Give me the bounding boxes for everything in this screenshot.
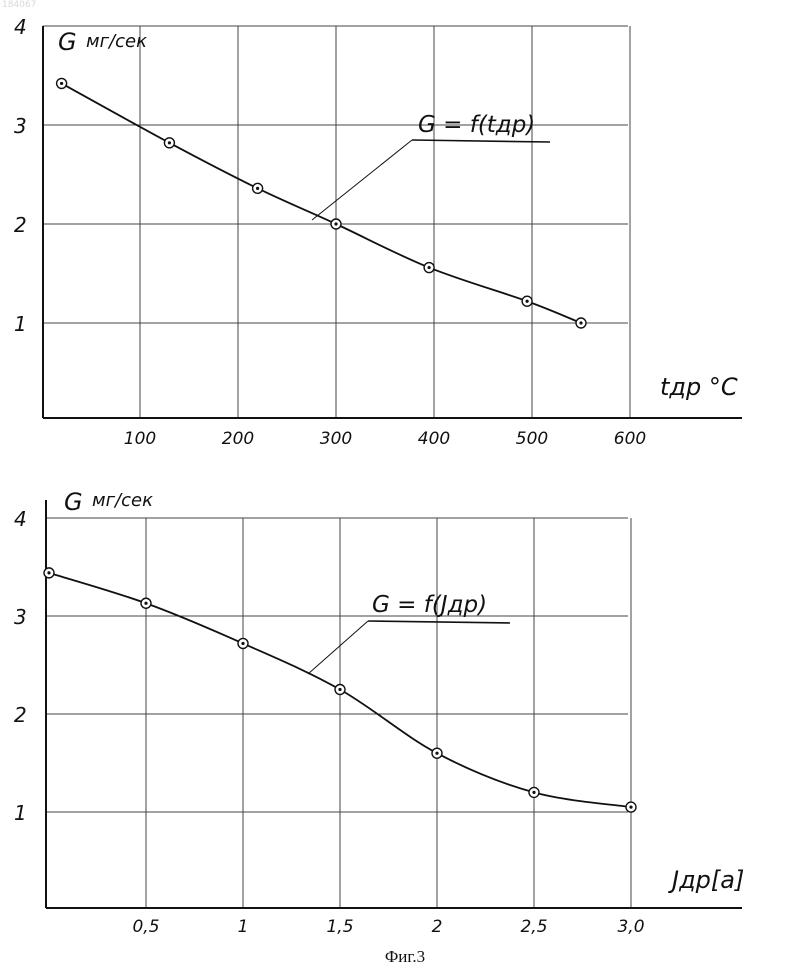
data-point-center <box>525 299 529 303</box>
x-tick-label: 300 <box>320 429 352 449</box>
formula-annotation: G = f(tдр) <box>418 112 535 138</box>
y-tick-label: 3 <box>14 605 27 629</box>
data-point-center <box>241 641 245 646</box>
formula-underline <box>411 139 551 143</box>
x-tick-label: 500 <box>516 429 548 449</box>
x-tick-label: 3,0 <box>617 917 644 937</box>
y-tick-label: 1 <box>14 801 27 825</box>
data-point-center <box>338 687 342 692</box>
data-point-center <box>167 141 171 145</box>
figure-caption: Фиг.3 <box>385 947 425 966</box>
data-point-center <box>256 186 260 190</box>
y-tick-label: 4 <box>14 15 27 39</box>
x-axis-label: Jдр[а] <box>668 866 744 894</box>
data-point-center <box>60 81 64 86</box>
y-tick-label: 3 <box>14 114 27 138</box>
y-tick-label: 4 <box>14 507 27 531</box>
y-axis-label: G <box>64 488 83 516</box>
x-axis-label: tдр °С <box>660 373 738 401</box>
y-axis-label: G <box>58 28 77 56</box>
x-tick-label: 1,5 <box>326 917 353 937</box>
chart-top: 1 2 3 4 100 200 300 400 500 600 G мг/сек tдр °С G = f… <box>14 15 742 449</box>
data-point-center <box>427 265 431 270</box>
formula-leader-line <box>307 620 369 675</box>
y-tick-label: 1 <box>14 312 27 336</box>
x-tick-label: 100 <box>124 429 156 449</box>
chart-bottom: 1 2 3 4 0,5 1 1,5 2 2,5 3,0 G мг/сек Jдр[а] G = f(Jдр… <box>14 488 744 937</box>
y-axis-unit: мг/сек <box>92 490 153 511</box>
data-point-center <box>532 790 536 795</box>
formula-leader-line <box>311 139 413 221</box>
formula-annotation: G = f(Jдр) <box>372 592 487 618</box>
x-tick-label: 2 <box>432 917 443 937</box>
x-tick-label: 2,5 <box>520 917 547 937</box>
data-point-center <box>144 601 148 605</box>
data-point-center <box>334 222 338 226</box>
x-tick-label: 1 <box>238 917 249 937</box>
y-tick-label: 2 <box>14 213 27 237</box>
data-point-center <box>435 751 439 755</box>
x-tick-label: 200 <box>222 429 254 449</box>
y-tick-label: 2 <box>14 703 27 727</box>
data-point-center <box>47 571 51 575</box>
formula-underline <box>367 620 511 624</box>
y-axis-unit: мг/сек <box>86 31 147 52</box>
x-tick-label: 400 <box>418 429 450 449</box>
x-tick-label: 0,5 <box>132 917 159 937</box>
document-id: 184067 <box>2 0 37 10</box>
x-tick-label: 600 <box>614 429 646 449</box>
data-point-center <box>629 805 633 809</box>
data-point-center <box>579 321 583 325</box>
